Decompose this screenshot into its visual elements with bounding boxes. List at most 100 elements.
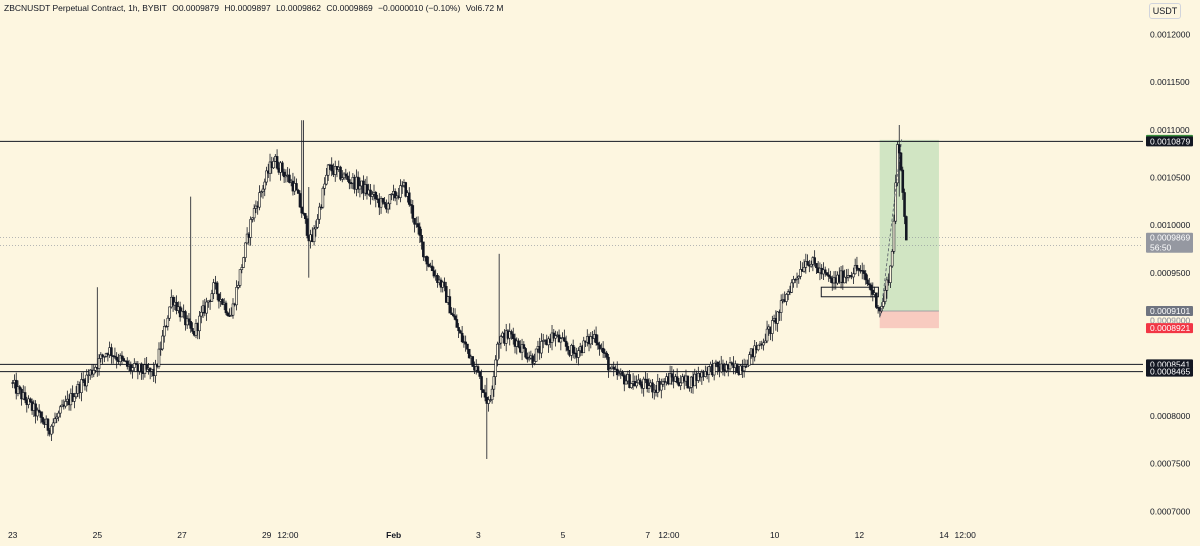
- price-axis-tick-label: 0.0012000: [1150, 29, 1190, 39]
- candle-body: [487, 399, 490, 404]
- candle-body: [577, 350, 580, 358]
- candle-body: [314, 226, 318, 230]
- currency-selector-button[interactable]: USDT: [1149, 3, 1181, 19]
- price-tag-label: 0.0009101: [1150, 306, 1190, 316]
- candle-body: [162, 325, 166, 337]
- candle-body: [763, 340, 767, 344]
- candle-body: [489, 399, 492, 401]
- candle-body: [374, 192, 378, 200]
- candle-body: [39, 411, 43, 418]
- candle-body: [589, 336, 593, 345]
- candle-body: [330, 164, 334, 172]
- candle-body: [50, 425, 53, 435]
- candle-body: [318, 206, 321, 220]
- time-axis: 23 25 27 29 12:00 Feb 3 5 7 12:00 10 12 14 12:00: [8, 530, 976, 540]
- candle-body: [295, 183, 298, 191]
- candle-body: [97, 358, 101, 369]
- candle-body: [224, 302, 228, 314]
- candle-body: [36, 409, 39, 417]
- candle-body: [444, 286, 448, 303]
- candle-body: [802, 267, 806, 272]
- price-tag-label: 0.0008465: [1150, 367, 1190, 377]
- price-tag-faint: 0.0009000: [1150, 316, 1190, 326]
- candle-body: [845, 276, 848, 279]
- candle-body: [145, 364, 148, 370]
- candle-body: [892, 220, 896, 252]
- candle-body: [413, 218, 416, 225]
- candle-body: [866, 279, 869, 285]
- candle-body: [325, 174, 328, 185]
- candle-body: [180, 310, 184, 318]
- candle-body: [464, 341, 467, 345]
- candle-body: [16, 386, 20, 394]
- legend-close: C0.0009869: [326, 3, 373, 13]
- overlays: [820, 139, 903, 316]
- candle-body: [797, 276, 801, 279]
- candle-body: [688, 387, 691, 389]
- candle-body: [823, 269, 827, 273]
- candle-body: [29, 398, 32, 402]
- candle-body: [321, 187, 325, 208]
- candle-body: [281, 162, 284, 173]
- price-tag-box: [1146, 366, 1193, 377]
- candle-body: [404, 182, 408, 197]
- candle-body: [596, 342, 600, 346]
- candle-body: [481, 389, 485, 393]
- candle-body: [11, 382, 14, 384]
- time-axis-tick-label: 12: [855, 530, 865, 540]
- candle-body: [217, 293, 221, 302]
- candle-body: [563, 337, 566, 342]
- candle-body: [857, 268, 861, 271]
- candle-body: [765, 328, 769, 342]
- candle-body: [871, 289, 875, 295]
- candle-body: [326, 164, 330, 176]
- candle-body: [171, 296, 175, 306]
- candle-body: [883, 290, 887, 302]
- candle-body: [191, 328, 194, 332]
- candle-body: [388, 194, 392, 205]
- candle-body: [668, 373, 672, 385]
- candle-body: [624, 380, 628, 385]
- candle-body: [436, 275, 439, 283]
- candle-body: [460, 332, 464, 342]
- price-axis-tick-label: 0.0011500: [1150, 77, 1190, 87]
- candle-body: [571, 345, 575, 354]
- candles: [11, 120, 908, 459]
- candle-body: [316, 218, 319, 228]
- candle-body: [540, 341, 543, 354]
- price-axis: 0.0012000 0.0011500 0.0011000 0.0010500 0.00…: [1150, 29, 1190, 516]
- candle-body: [829, 276, 832, 279]
- time-axis-tick-label: 3: [476, 530, 481, 540]
- candle-body: [825, 272, 829, 276]
- candle-body: [166, 317, 170, 327]
- candle-body: [480, 376, 483, 391]
- candle-body: [231, 303, 235, 316]
- candle-body: [651, 382, 654, 393]
- candle-body: [483, 392, 487, 398]
- candle-body: [742, 366, 746, 372]
- candle-body: [80, 379, 83, 393]
- candle-body: [199, 311, 203, 317]
- candle-body: [251, 217, 254, 220]
- candle-body: [459, 330, 462, 334]
- candle-body: [721, 363, 725, 370]
- symbol-legend: ZBCNUSDT Perpetual Contract, 1h, BYBIT O…: [4, 3, 507, 13]
- candle-body: [381, 198, 385, 203]
- candle-body: [210, 293, 214, 302]
- candle-body: [73, 396, 76, 402]
- candle-body: [864, 273, 868, 281]
- candle-body: [369, 189, 372, 197]
- candle-body: [418, 226, 422, 236]
- candle-body: [333, 166, 337, 175]
- candle-body: [175, 301, 178, 311]
- candle-body: [894, 182, 898, 222]
- legend-open: O0.0009879: [172, 3, 219, 13]
- candle-body: [261, 188, 265, 192]
- candle-body: [779, 300, 783, 313]
- price-tag-label: 0.0009869: [1150, 233, 1190, 243]
- candle-body: [843, 276, 846, 284]
- candle-body: [272, 161, 275, 169]
- candle-body: [889, 265, 892, 283]
